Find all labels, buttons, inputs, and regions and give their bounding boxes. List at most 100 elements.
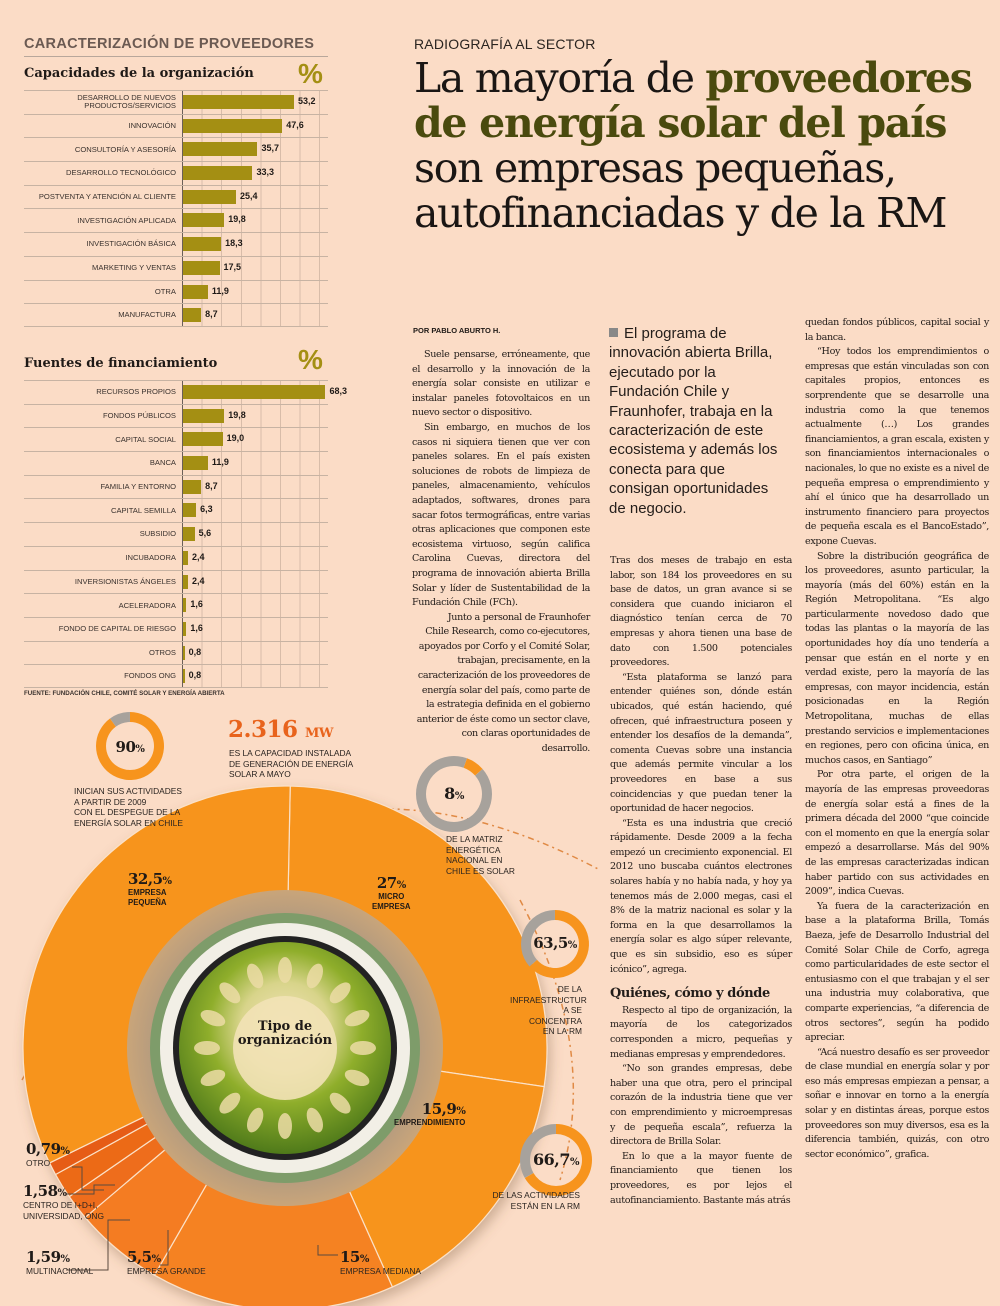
- bar-row: FONDO DE CAPITAL DE RIESGO 1,6: [24, 616, 328, 641]
- paragraph: Junto a personal de Fraunhofer Chile Res…: [416, 611, 591, 755]
- paragraph: “Esta es una industria que creció rápida…: [610, 817, 792, 975]
- donut-635-segment: [521, 910, 555, 967]
- bar-track: 33,3: [182, 162, 328, 185]
- article-column-3: quedan fondos públicos, capital social y…: [805, 316, 989, 1162]
- donut-667-value: 66,7%: [533, 1150, 579, 1169]
- bar-row: INCUBADORA 2,4: [24, 545, 328, 570]
- bar-label: CAPITAL SOCIAL: [115, 434, 176, 444]
- donut-90-value: 90%: [115, 738, 145, 756]
- paragraph: “Hoy todos los emprendimientos o empresa…: [805, 346, 989, 547]
- bar-track: 25,4: [182, 185, 328, 209]
- bar: [183, 503, 197, 518]
- bar-label: POSTVENTA Y ATENCIÓN AL CLIENTE: [38, 192, 176, 202]
- sun-ray: [200, 1069, 226, 1087]
- lede: El programa de innovación abierta Brilla…: [609, 324, 789, 518]
- bar-label: FAMILIA Y ENTORNO: [100, 482, 176, 492]
- bar-label: FONDO DE CAPITAL DE RIESGO: [58, 624, 176, 634]
- bar-value-label: 11,9: [211, 457, 229, 468]
- bar-row: FONDOS ONG 0,8: [24, 664, 328, 688]
- bar-row: INVESTIGACIÓN BÁSICA 18,3: [24, 232, 328, 256]
- bar-track: 17,5: [182, 256, 328, 280]
- bar: [183, 550, 188, 565]
- bar-value-label: 0,8: [188, 646, 202, 657]
- bar: [183, 645, 185, 660]
- headline-accent: proveedores de energía solar del país: [414, 54, 973, 147]
- sun-ray: [200, 1009, 226, 1027]
- bar: [183, 432, 223, 447]
- sun-ray: [278, 1113, 292, 1139]
- sun-ray: [329, 982, 351, 1004]
- bar-row: DESARROLLO DE NUEVOS PRODUCTOS/SERVICIOS…: [24, 90, 328, 114]
- bar-value-label: 1,6: [190, 599, 203, 610]
- donut-667-segment: [524, 1124, 592, 1196]
- donut-90-segment: [110, 712, 130, 727]
- sun-ray: [350, 1041, 376, 1055]
- bar-label: DESARROLLO TECNOLÓGICO: [66, 168, 176, 178]
- bar-value-label: 33,3: [256, 167, 274, 178]
- bar: [183, 479, 202, 494]
- bar-value-label: 5,6: [198, 528, 212, 539]
- bar-label: FONDOS ONG: [124, 671, 176, 681]
- bar-track: 19,0: [182, 428, 328, 452]
- bar-label: MANUFACTURA: [118, 310, 176, 320]
- bar-track: 2,4: [182, 570, 328, 594]
- paragraph: Sobre la distribución geográfica de los …: [805, 550, 989, 766]
- square-bullet-icon: [609, 328, 618, 337]
- dashed-arc: [21, 808, 601, 1081]
- paragraph: Suele pensarse, erróneamente, que el des…: [412, 349, 590, 419]
- bar-track: 47,6: [182, 114, 328, 138]
- bar-label: CONSULTORÍA Y ASESORÍA: [74, 144, 176, 154]
- donut-635-value: 63,5%: [533, 934, 577, 952]
- bar-chart-financiamiento: RECURSOS PROPIOS 68,3 FONDOS PÚBLICOS 19,8 C…: [24, 380, 347, 688]
- bar-row: FAMILIA Y ENTORNO 8,7: [24, 474, 328, 499]
- bar-track: 11,9: [182, 452, 328, 475]
- bar-track: 68,3: [182, 381, 347, 404]
- paragraph: En lo que a la mayor fuente de financiam…: [610, 1150, 792, 1206]
- bar-row: RECURSOS PROPIOS 68,3: [24, 380, 347, 404]
- paragraph: “Acá nuestro desafío es ser proveedor de…: [805, 1046, 989, 1160]
- headline-part1: La mayoría de: [414, 54, 706, 102]
- bar-row: OTRA 11,9: [24, 279, 328, 304]
- bar-value-label: 35,7: [261, 143, 279, 154]
- byline: POR PABLO ABURTO H.: [413, 326, 501, 335]
- sun-ray: [344, 1069, 370, 1087]
- segment-label-micro-empresa: 27% MICRO EMPRESA: [372, 874, 411, 911]
- source-note: FUENTE: FUNDACIÓN CHILE, COMITÉ SOLAR Y …: [24, 690, 225, 697]
- section-kicker: RADIOGRAFÍA AL SECTOR: [414, 36, 596, 52]
- donut-667-segment: [520, 1124, 556, 1178]
- donut-8-value: 8%: [444, 784, 464, 803]
- capacity-value: 2.316 MW: [228, 716, 334, 743]
- article-column-2: Tras dos meses de trabajo en esta labor,…: [610, 554, 792, 1208]
- bar: [183, 669, 185, 684]
- percent-icon: %: [298, 58, 323, 89]
- sun-ray: [344, 1009, 370, 1027]
- bar: [183, 237, 222, 252]
- bar-row: INVESTIGACIÓN APLICADA 19,8: [24, 208, 328, 233]
- percent-icon: %: [298, 344, 323, 375]
- bar-row: SUBSIDIO 5,6: [24, 522, 328, 546]
- lede-text: El programa de innovación abierta Brilla…: [609, 325, 778, 517]
- sun-center: [233, 996, 337, 1100]
- donut-8-caption: DE LA MATRIZ ENERGÉTICA NACIONAL EN CHILE E…: [446, 834, 515, 876]
- bar-track: 53,2: [182, 91, 328, 114]
- bar-value-label: 68,3: [329, 386, 347, 396]
- paragraph: Ya fuera de la caracterización en base a…: [805, 900, 989, 1044]
- segment-label-emprendimiento: 15,9% EMPRENDIMIENTO: [394, 1100, 466, 1127]
- bar: [183, 574, 188, 589]
- headline: La mayoría de proveedores de energía sol…: [414, 56, 994, 236]
- bar-row: ACELERADORA 1,6: [24, 593, 328, 617]
- paragraph: “No son grandes empresas, debe haber una…: [610, 1063, 792, 1148]
- bar-row: MANUFACTURA 8,7: [24, 303, 328, 327]
- bar-value-label: 19,8: [228, 409, 246, 420]
- bar-track: 8,7: [182, 475, 328, 499]
- article-column-1: Suele pensarse, erróneamente, que el des…: [412, 348, 590, 757]
- bar: [183, 118, 283, 133]
- bar: [183, 166, 253, 181]
- bar-track: 1,6: [182, 617, 328, 641]
- bar: [183, 142, 258, 157]
- bar-track: 18,3: [182, 233, 328, 256]
- bar-value-label: 25,4: [239, 190, 258, 201]
- bar-track: 5,6: [182, 523, 328, 546]
- sun-ray: [306, 963, 324, 989]
- bar-value-label: 1,6: [190, 622, 203, 633]
